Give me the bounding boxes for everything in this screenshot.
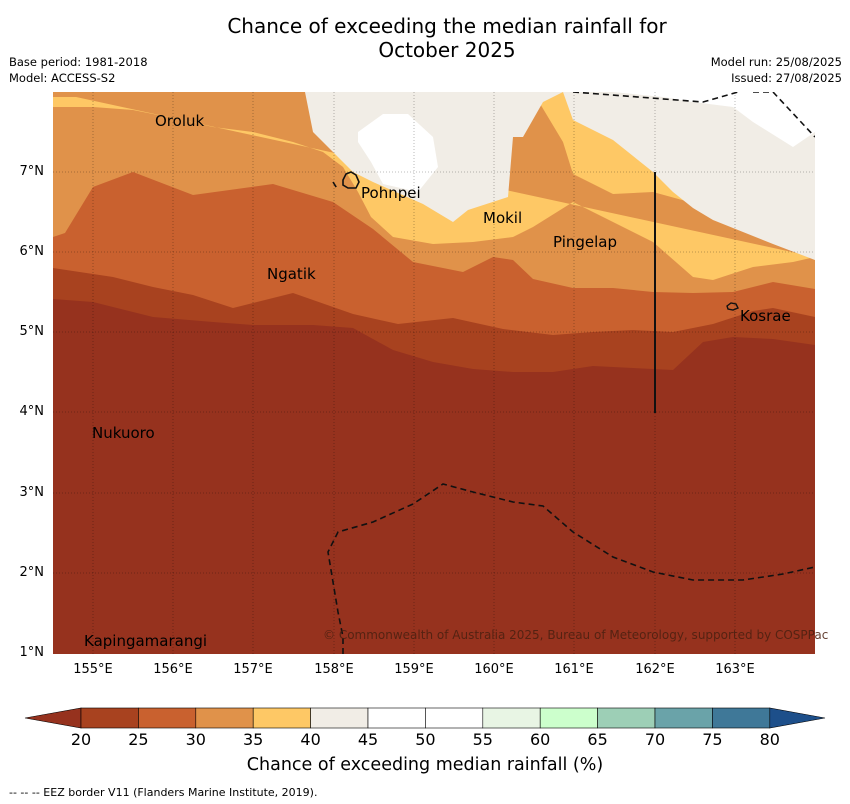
colorbar-over-arrow xyxy=(769,707,826,729)
lon-label-159: 159°E xyxy=(394,662,434,677)
copyright-text: © Commonwealth of Australia 2025, Bureau… xyxy=(323,628,829,642)
colorbar-tick-label: 80 xyxy=(759,730,780,749)
lat-label-1: 1°N xyxy=(19,645,45,660)
colorbar-segment xyxy=(367,707,426,729)
lon-label-158: 158°E xyxy=(314,662,354,677)
band-50-northeast xyxy=(563,92,815,147)
meta-right: Model run: 25/08/2025 Issued: 27/08/2025 xyxy=(711,54,842,86)
eez-border xyxy=(327,92,815,654)
lat-label-2: 2°N xyxy=(19,565,45,580)
base-period-text: Base period: 1981-2018 xyxy=(9,55,148,69)
colorbar-segment xyxy=(482,707,541,729)
colorbar-tick-label: 40 xyxy=(300,730,321,749)
colorbar-tick-label: 30 xyxy=(185,730,206,749)
lon-label-160: 160°E xyxy=(474,662,514,677)
colorbar xyxy=(24,705,826,731)
colorbar-segment xyxy=(654,707,713,729)
colorbar-tick-label: 20 xyxy=(70,730,92,749)
issued-text: Issued: 27/08/2025 xyxy=(731,71,842,85)
map-area xyxy=(53,92,815,654)
colorbar-label: Chance of exceeding median rainfall (%) xyxy=(246,755,604,775)
model-text: Model: ACCESS-S2 xyxy=(9,71,116,85)
colorbar-tick-label: 45 xyxy=(357,730,379,749)
place-kosrae: Kosrae xyxy=(740,307,791,325)
lon-label-157: 157°E xyxy=(233,662,273,677)
place-oroluk: Oroluk xyxy=(155,112,205,130)
colorbar-segment xyxy=(597,707,656,729)
kosrae-island xyxy=(726,302,739,311)
band-50-center xyxy=(358,114,438,192)
lon-label-156: 156°E xyxy=(153,662,193,677)
colorbar-segment xyxy=(195,707,254,729)
colorbar-under-arrow xyxy=(24,707,82,729)
colorbar-svg xyxy=(24,707,826,729)
colorbar-tick-label: 25 xyxy=(128,730,149,749)
colorbar-segment xyxy=(252,707,311,729)
colorbar-segment xyxy=(80,707,139,729)
colorbar-segment xyxy=(712,707,771,729)
graticule xyxy=(53,92,815,654)
title-line-2: October 2025 xyxy=(378,38,516,62)
lat-label-3: 3°N xyxy=(19,485,45,500)
colorbar-tick-label: 55 xyxy=(472,730,493,749)
lon-label-155: 155°E xyxy=(73,662,113,677)
band-45 xyxy=(305,92,815,260)
footnote: -- -- -- EEZ border V11 (Flanders Marine… xyxy=(9,786,318,799)
colorbar-tick-label: 75 xyxy=(702,730,723,749)
colorbar-segment xyxy=(539,707,598,729)
model-run-text: Model run: 25/08/2025 xyxy=(710,55,842,69)
colorbar-tick-label: 50 xyxy=(415,730,436,749)
colorbar-tick-label: 65 xyxy=(587,730,608,749)
pohnpei-island xyxy=(342,171,360,189)
meta-left: Base period: 1981-2018 Model: ACCESS-S2 xyxy=(9,54,148,86)
place-mokil: Mokil xyxy=(483,209,523,227)
colorbar-tick-label: 35 xyxy=(243,730,264,749)
place-pingelap: Pingelap xyxy=(553,233,618,251)
band-40b xyxy=(53,92,253,110)
title-line-1: Chance of exceeding the median rainfall … xyxy=(227,14,667,38)
lon-label-162: 162°E xyxy=(635,662,675,677)
colorbar-segment xyxy=(138,707,197,729)
colorbar-segment xyxy=(425,707,484,729)
lon-label-161: 161°E xyxy=(554,662,594,677)
map-svg xyxy=(53,92,815,654)
lat-label-4: 4°N xyxy=(19,404,45,419)
colorbar-tick-label: 60 xyxy=(530,730,551,749)
lat-label-6: 6°N xyxy=(19,244,45,259)
colorbar-segment xyxy=(310,707,369,729)
place-nukuoro: Nukuoro xyxy=(92,424,155,442)
lat-label-7: 7°N xyxy=(19,164,45,179)
place-pohnpei: Pohnpei xyxy=(361,184,421,202)
place-kapingamarangi: Kapingamarangi xyxy=(84,632,208,650)
place-ngatik: Ngatik xyxy=(267,265,316,283)
lon-label-163: 163°E xyxy=(715,662,755,677)
colorbar-tick-label: 70 xyxy=(644,730,666,749)
lat-label-5: 5°N xyxy=(19,324,45,339)
map-title: Chance of exceeding the median rainfall … xyxy=(0,14,850,62)
